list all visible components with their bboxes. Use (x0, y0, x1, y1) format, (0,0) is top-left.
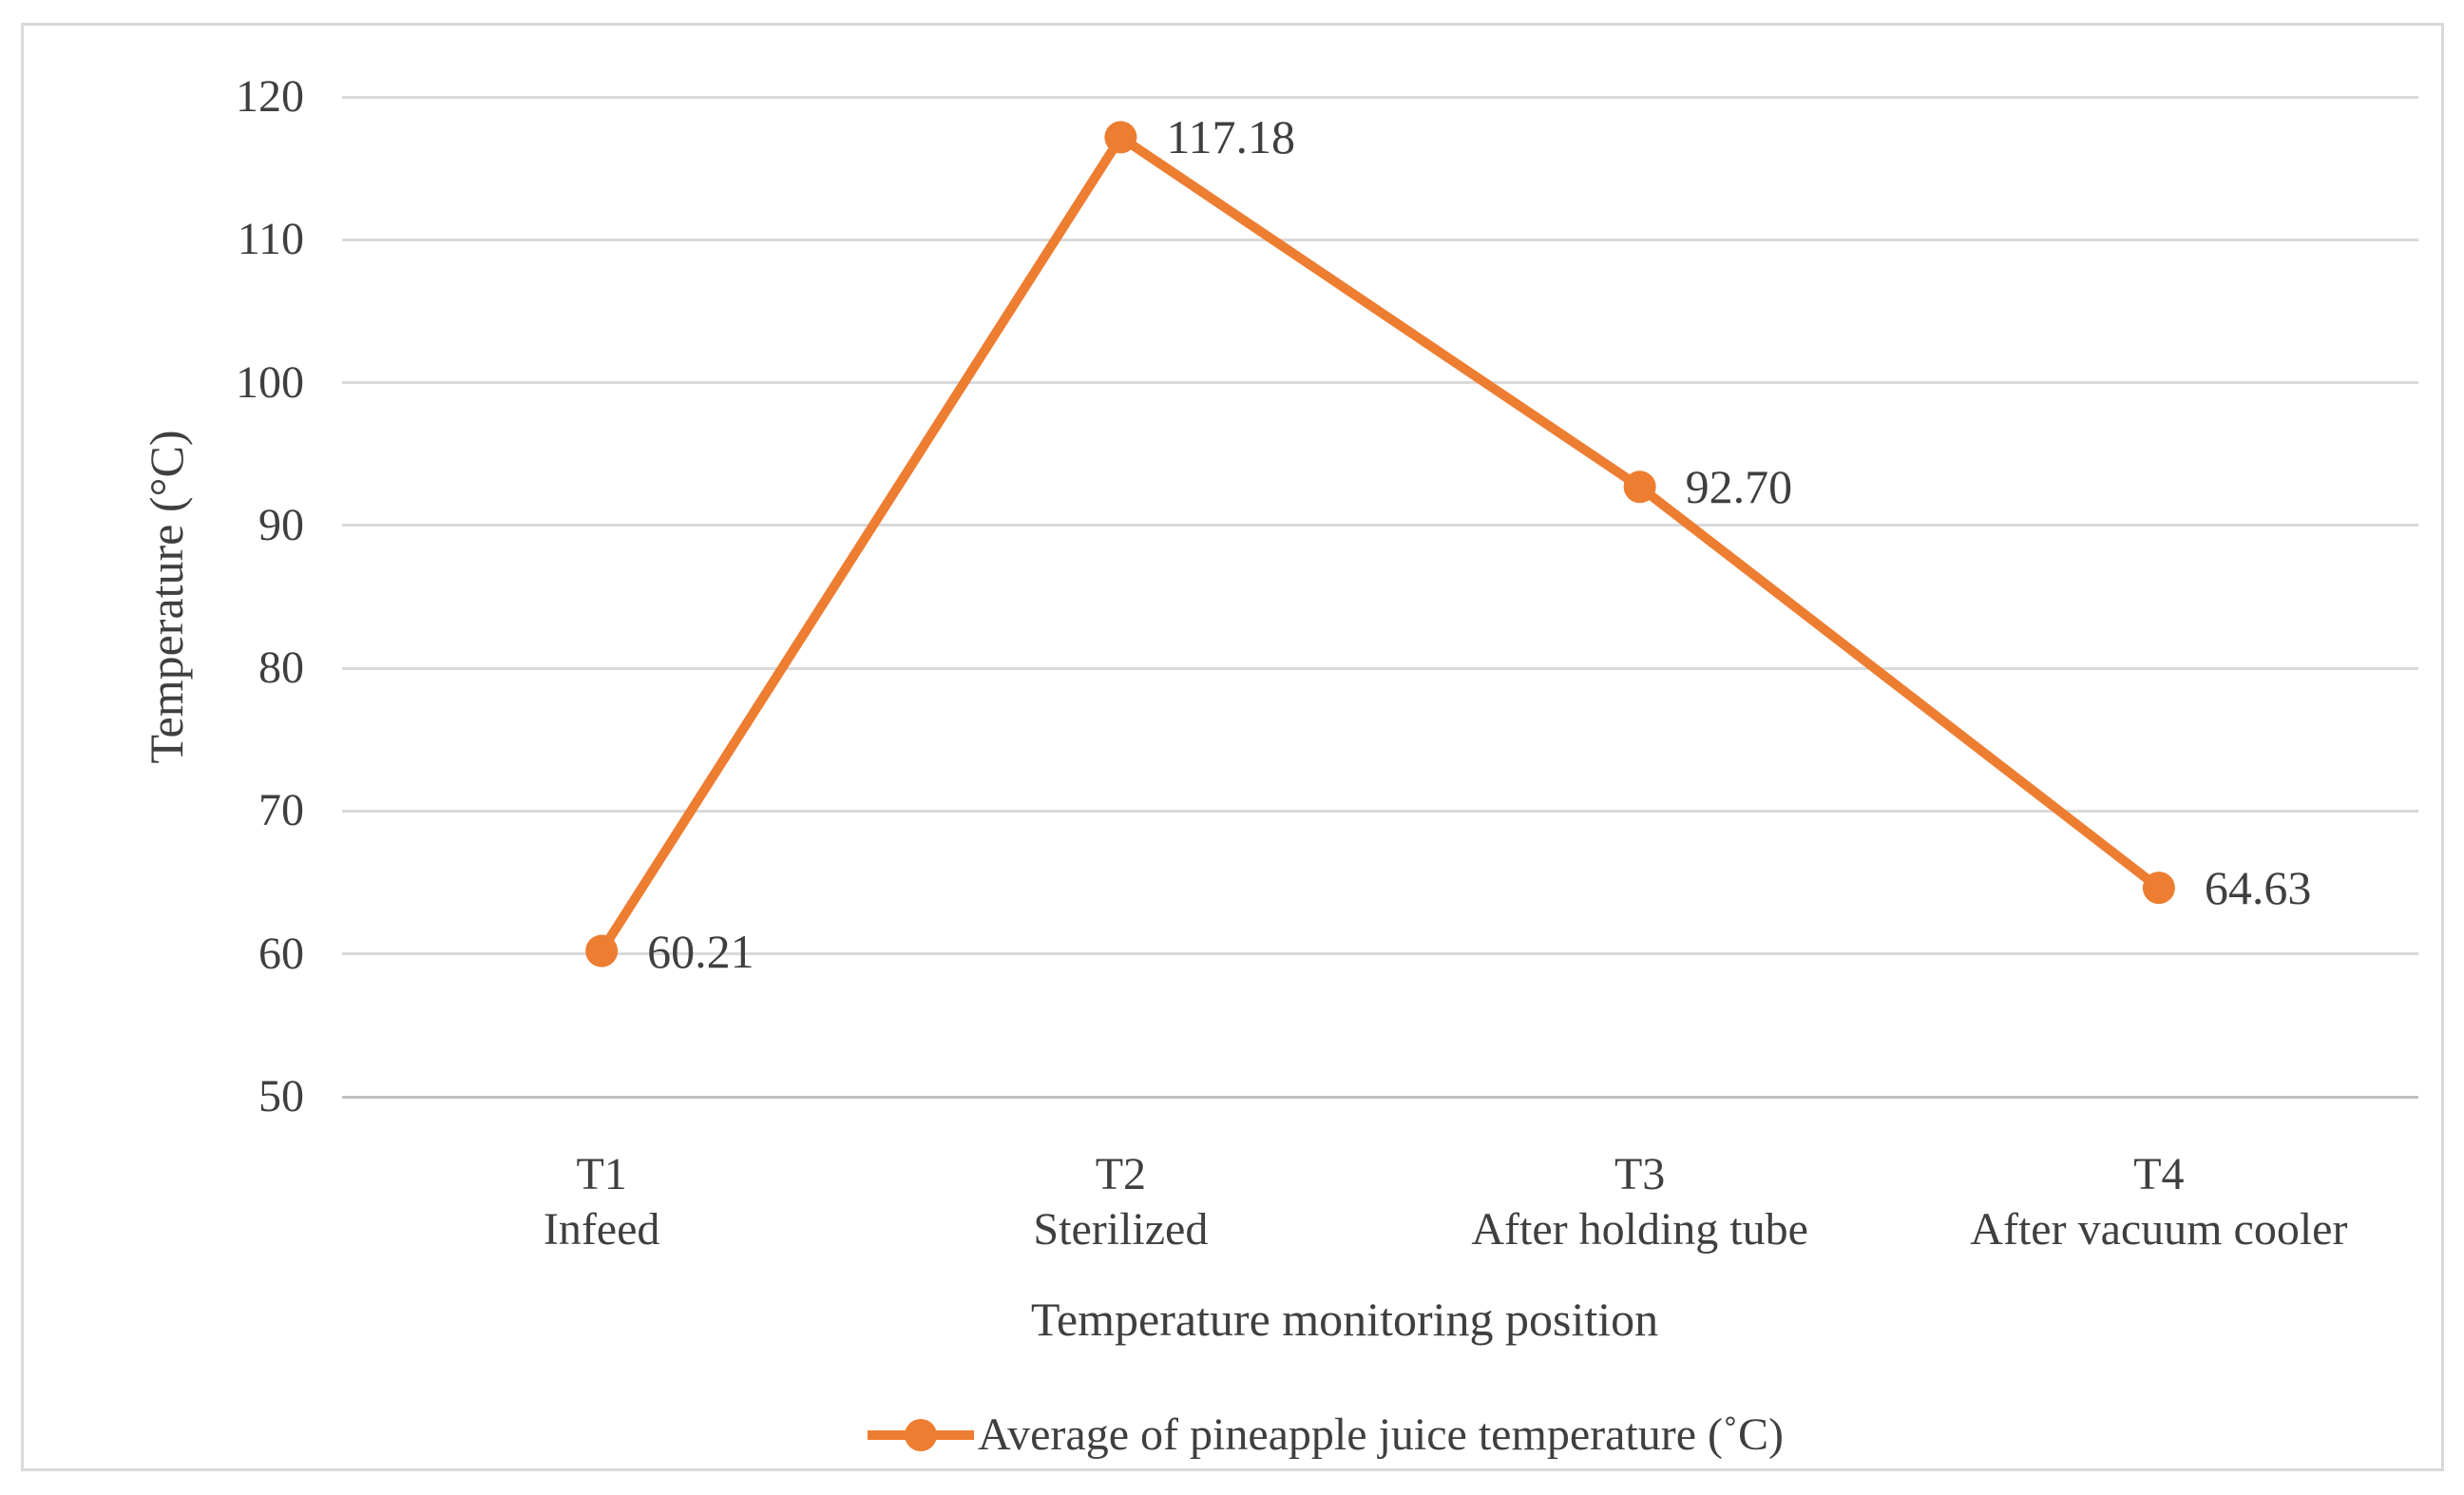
y-gridline (342, 952, 2418, 956)
x-category-code: T1 (576, 1149, 627, 1199)
chart-frame: Temperature (°C) 60.21 117.18 92.70 64.63 T… (21, 23, 2444, 1471)
y-tick-label: 60 (258, 928, 304, 979)
x-category-code: T3 (1614, 1149, 1666, 1199)
x-category-description: Infeed (543, 1204, 660, 1255)
y-axis-title: Temperature (°C) (140, 430, 193, 764)
data-point-label: 60.21 (647, 924, 754, 978)
y-gridline (342, 524, 2418, 527)
y-gridline (342, 381, 2418, 385)
y-gridline (342, 238, 2418, 241)
x-axis-title: Temperature monitoring position (1030, 1293, 1659, 1346)
x-category-description: After holding tube (1471, 1204, 1808, 1255)
x-category-description: After vacuum cooler (1970, 1204, 2348, 1255)
data-point-marker (1104, 121, 1137, 154)
x-category-label: T2 Sterilized (1033, 1147, 1208, 1257)
data-point-label: 117.18 (1166, 110, 1296, 164)
data-point-marker (1623, 470, 1656, 504)
x-axis-line (342, 1095, 2418, 1099)
data-point-marker (2142, 872, 2175, 905)
y-tick-label: 120 (236, 71, 304, 122)
data-point-label: 64.63 (2204, 861, 2312, 915)
series-line-chart (585, 121, 2175, 968)
plot-area: 60.21 117.18 92.70 64.63 (342, 95, 2418, 1099)
y-gridline (342, 666, 2418, 670)
legend-line-marker-icon (867, 1418, 974, 1451)
y-tick-label: 90 (258, 499, 304, 550)
legend: Average of pineapple juice temperature (… (867, 1409, 1785, 1461)
y-tick-label: 110 (237, 214, 304, 265)
series-line (597, 132, 2164, 956)
x-category-label: T4 After vacuum cooler (1970, 1147, 2347, 1257)
x-category-description: Sterilized (1033, 1204, 1209, 1255)
x-category-label: T1 Infeed (544, 1147, 660, 1257)
data-point-marker (585, 934, 619, 968)
x-category-code: T4 (2133, 1149, 2185, 1199)
y-tick-label: 70 (258, 785, 304, 836)
x-category-code: T2 (1095, 1149, 1147, 1199)
legend-series-label: Average of pineapple juice temperature (… (977, 1409, 1785, 1460)
y-tick-label: 100 (236, 356, 304, 408)
y-gridline (342, 809, 2418, 813)
y-tick-label: 50 (258, 1071, 304, 1121)
y-gridline (342, 95, 2418, 99)
y-tick-label: 80 (258, 642, 304, 694)
x-category-label: T3 After holding tube (1471, 1147, 1808, 1257)
data-point-label: 92.70 (1685, 460, 1793, 514)
